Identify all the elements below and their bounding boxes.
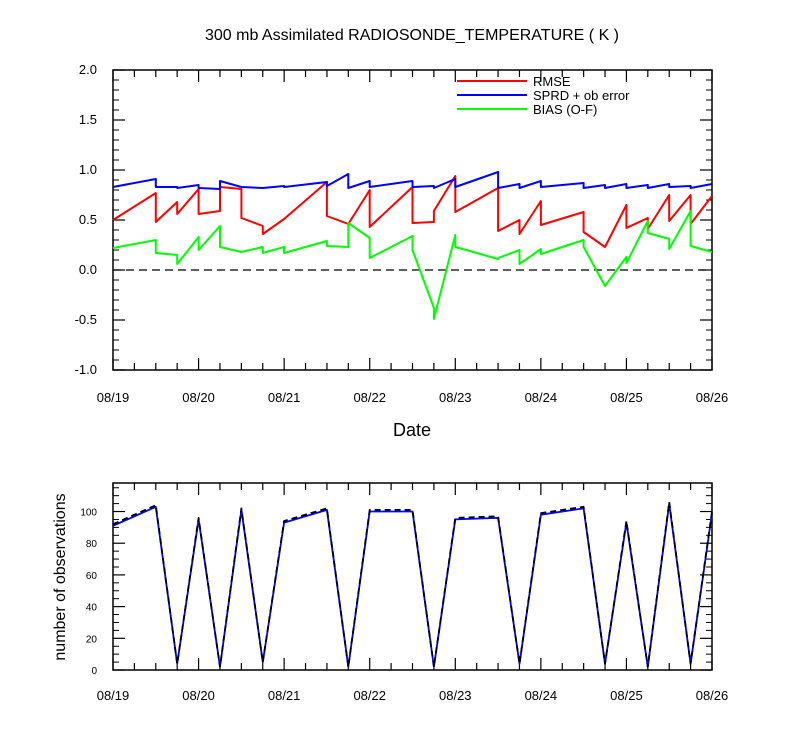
- x-tick-label: 08/20: [182, 688, 215, 703]
- observations-used-line: [112, 502, 713, 668]
- x-tick-label: 08/22: [353, 688, 386, 703]
- x-tick-label: 08/19: [97, 688, 130, 703]
- series-line-rmse: [112, 175, 713, 248]
- x-tick-label: 08/26: [696, 688, 729, 703]
- x-axis-label: Date: [393, 420, 431, 440]
- y-tick-label: -0.5: [75, 312, 97, 327]
- y-tick-label: 20: [86, 634, 98, 645]
- x-tick-label: 08/24: [525, 688, 558, 703]
- y-tick-label: -1.0: [75, 362, 97, 377]
- x-tick-label: 08/21: [268, 688, 301, 703]
- x-tick-label: 08/25: [610, 688, 643, 703]
- x-tick-label: 08/24: [525, 390, 558, 405]
- y-tick-label: 60: [86, 571, 98, 582]
- y-tick-label: 40: [86, 603, 98, 614]
- series-line-sprd-ob-error: [112, 171, 713, 190]
- y-tick-label: 80: [86, 539, 98, 550]
- y-tick-label: 0.0: [79, 262, 97, 277]
- y-tick-label: 1.5: [79, 112, 97, 127]
- legend-label: SPRD + ob error: [533, 88, 630, 103]
- x-tick-label: 08/23: [439, 688, 472, 703]
- x-tick-label: 08/23: [439, 390, 472, 405]
- y-tick-label: 0.5: [79, 212, 97, 227]
- series-line-bias-o-f: [112, 210, 713, 320]
- x-tick-label: 08/19: [97, 390, 130, 405]
- bottom-plot: 08/19 08/20 08/21 08/22 08/23 08/24 08/25 08/26…: [80, 482, 729, 703]
- y-tick-label: 1.0: [79, 162, 97, 177]
- y-tick-label: 100: [80, 508, 97, 519]
- x-tick-label: 08/21: [268, 390, 301, 405]
- x-tick-label: 08/25: [610, 390, 643, 405]
- y-axis-label: number of observations: [52, 493, 69, 660]
- legend-label: BIAS (O-F): [533, 102, 597, 117]
- y-tick-label: 0: [91, 666, 97, 677]
- x-tick-label: 08/20: [182, 390, 215, 405]
- x-tick-label: 08/22: [353, 390, 386, 405]
- chart-title: 300 mb Assimilated RADIOSONDE_TEMPERATUR…: [205, 27, 619, 44]
- observations-possible-line: [112, 501, 713, 668]
- top-plot: 08/19 08/20 08/21 08/22 08/23 08/24 08/25 08/26…: [75, 62, 729, 405]
- y-tick-label: 2.0: [79, 62, 97, 77]
- legend-label: RMSE: [533, 74, 571, 89]
- x-tick-label: 08/26: [696, 390, 729, 405]
